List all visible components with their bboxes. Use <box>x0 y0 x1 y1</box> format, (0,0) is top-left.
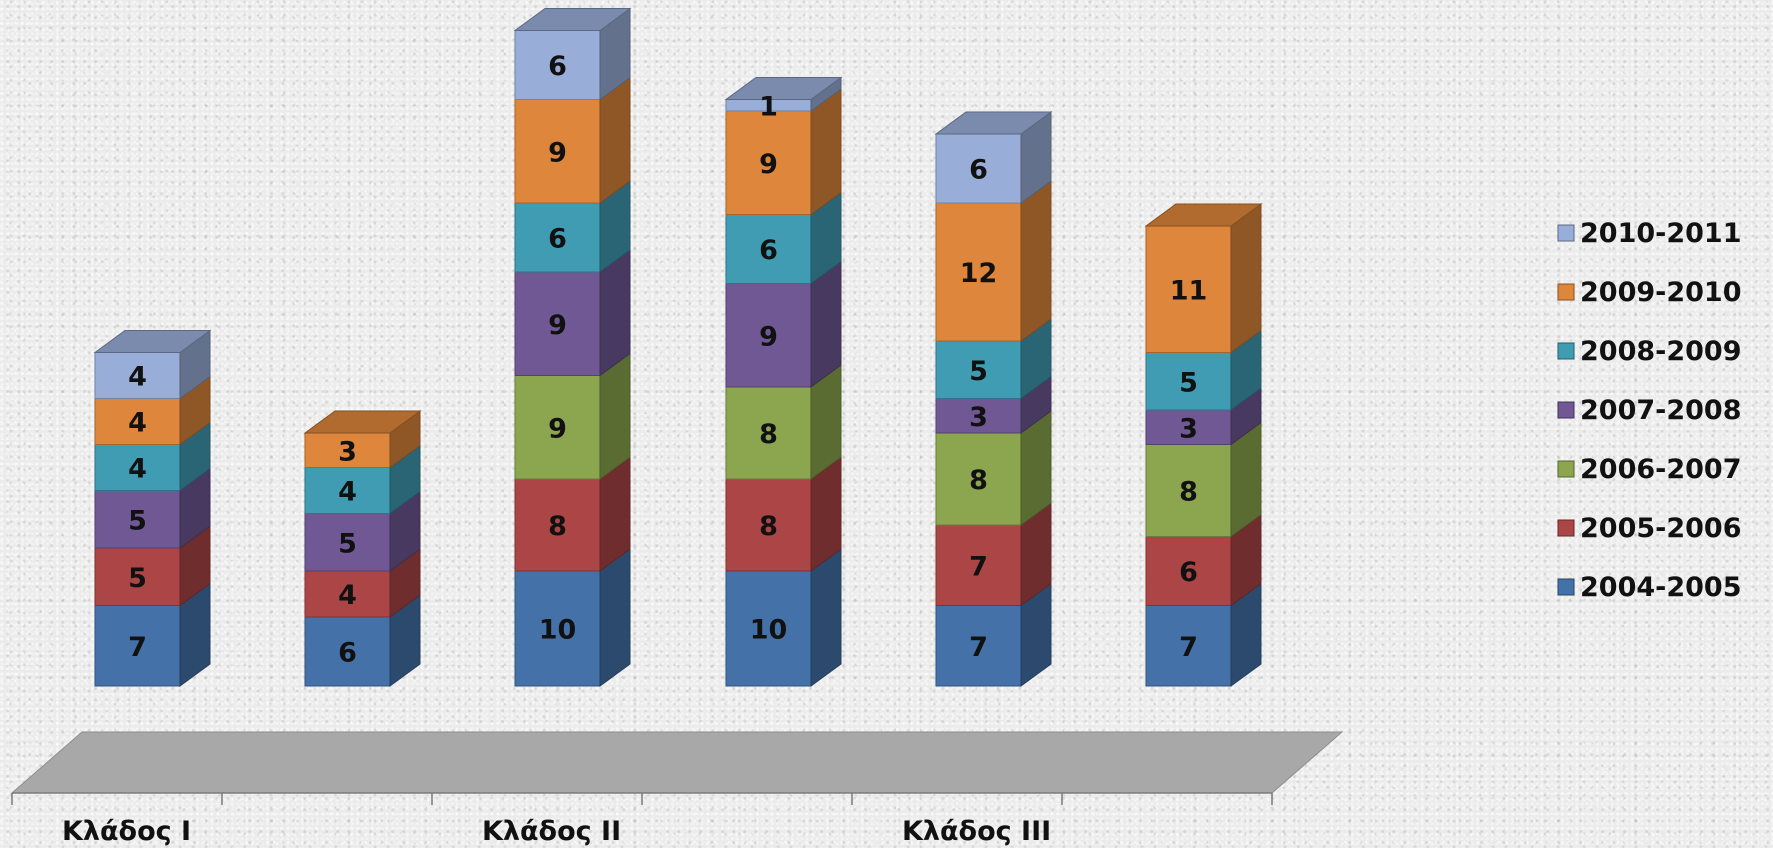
data-label: 8 <box>759 511 778 542</box>
bar-segment-2008-2009-bar-5: 5 <box>935 318 1052 400</box>
bar-segment-2006-2007-bar-3: 9 <box>514 352 631 480</box>
chart-floor <box>10 731 1344 794</box>
data-label: 4 <box>128 454 147 485</box>
bar-segment-2007-2008-bar-5: 3 <box>935 375 1052 434</box>
bar-segment-2010-2011-bar-4: 1 <box>724 76 843 122</box>
data-label: 3 <box>1179 413 1198 444</box>
bar-segment-2009-2010-bar-4: 9 <box>725 88 842 216</box>
data-label: 6 <box>1179 557 1198 588</box>
bar-segment-2010-2011-bar-5: 6 <box>934 111 1053 204</box>
data-label: 9 <box>548 413 567 444</box>
chart-legend: 2010-2011 2009-2010 2008-2009 2007-2008 2006… <box>1557 218 1742 603</box>
data-label: 6 <box>548 51 567 82</box>
category-axis: Κλάδος Ι Κλάδος ΙΙ Κλάδος ΙΙΙ <box>11 792 1273 847</box>
data-label: 6 <box>759 235 778 266</box>
data-label: 5 <box>128 563 147 594</box>
bar-segment-2004-2005-bar-2: 6 <box>304 594 421 687</box>
legend-label: 2006-2007 <box>1580 454 1742 485</box>
legend-swatch <box>1557 519 1575 537</box>
legend-label: 2008-2009 <box>1580 336 1742 367</box>
data-label: 6 <box>338 638 357 669</box>
legend-label: 2010-2011 <box>1580 218 1742 249</box>
bar-segment-2007-2008-bar-3: 9 <box>514 249 631 377</box>
bar-segment-2010-2011-bar-1: 4 <box>93 329 212 400</box>
data-label: 8 <box>759 419 778 450</box>
bar-segment-2006-2007-bar-6: 8 <box>1145 421 1262 538</box>
bar-segment-2008-2009-bar-4: 6 <box>725 191 842 285</box>
legend-label: 2007-2008 <box>1580 395 1742 426</box>
data-label: 3 <box>338 436 357 467</box>
legend-label: 2004-2005 <box>1580 572 1742 603</box>
data-label: 8 <box>969 465 988 496</box>
legend-item: 2009-2010 <box>1557 277 1742 308</box>
legend-item: 2010-2011 <box>1557 218 1742 249</box>
data-label: 4 <box>338 580 357 611</box>
legend-label: 2005-2006 <box>1580 513 1742 544</box>
data-label: 4 <box>338 477 357 508</box>
data-label: 7 <box>969 632 988 663</box>
data-label: 5 <box>1179 367 1198 398</box>
data-label: 4 <box>128 408 147 439</box>
data-label: 12 <box>960 258 998 289</box>
legend-swatch <box>1557 401 1575 419</box>
data-label: 4 <box>128 362 147 393</box>
legend-item: 2008-2009 <box>1557 336 1742 367</box>
bar-segment-2004-2005-bar-3: 10 <box>514 548 631 687</box>
bar-segment-2008-2009-bar-1: 4 <box>94 421 211 492</box>
bar-segment-2008-2009-bar-6: 5 <box>1145 329 1262 411</box>
data-label: 5 <box>969 356 988 387</box>
bar-segment-2005-2006-bar-3: 8 <box>514 456 631 572</box>
bar-segment-2005-2006-bar-6: 6 <box>1145 513 1262 607</box>
bar-segment-2005-2006-bar-2: 4 <box>304 548 421 618</box>
data-label: 5 <box>338 528 357 559</box>
bar-segment-2009-2010-bar-6: 11 <box>1144 203 1263 354</box>
bar-segment-2006-2007-bar-4: 8 <box>725 364 842 480</box>
bar-segment-2009-2010-bar-3: 9 <box>514 76 631 204</box>
legend-item: 2006-2007 <box>1557 454 1742 485</box>
bar-segment-2009-2010-bar-5: 12 <box>935 180 1052 342</box>
category-label: Κλάδος ΙΙΙ <box>902 816 1051 847</box>
bar-segment-2004-2005-bar-5: 7 <box>935 582 1052 687</box>
data-label: 7 <box>969 551 988 582</box>
category-label: Κλάδος Ι <box>62 816 191 847</box>
legend-item: 2007-2008 <box>1557 395 1742 426</box>
data-label: 1 <box>759 91 778 122</box>
data-label: 10 <box>539 615 577 646</box>
data-label: 3 <box>969 402 988 433</box>
legend-swatch <box>1557 342 1575 360</box>
bar-segment-2004-2005-bar-6: 7 <box>1145 582 1262 687</box>
data-label: 9 <box>759 321 778 352</box>
data-label: 11 <box>1170 275 1208 306</box>
bar-segment-2007-2008-bar-4: 9 <box>725 260 842 388</box>
data-label: 9 <box>759 149 778 180</box>
legend-swatch <box>1557 578 1575 596</box>
bar-segment-2009-2010-bar-2: 3 <box>303 410 422 469</box>
legend-label: 2009-2010 <box>1580 277 1742 308</box>
bar-segment-2010-2011-bar-3: 6 <box>513 7 632 101</box>
legend-swatch <box>1557 460 1575 478</box>
legend-item: 2005-2006 <box>1557 513 1742 544</box>
data-label: 9 <box>548 310 567 341</box>
data-label: 8 <box>1179 477 1198 508</box>
bar-segment-2004-2005-bar-1: 7 <box>94 582 211 687</box>
bar-segment-2005-2006-bar-5: 7 <box>935 502 1052 607</box>
data-label: 8 <box>548 511 567 542</box>
bar-segment-2007-2008-bar-1: 5 <box>94 467 211 549</box>
legend-swatch <box>1557 224 1575 242</box>
data-label: 6 <box>548 224 567 255</box>
bar-segment-2007-2008-bar-6: 3 <box>1145 387 1262 446</box>
data-label: 5 <box>128 505 147 536</box>
bar-segment-2004-2005-bar-4: 10 <box>725 548 842 687</box>
data-label: 10 <box>750 615 788 646</box>
data-label: 7 <box>128 632 147 663</box>
data-label: 7 <box>1179 632 1198 663</box>
data-label: 6 <box>969 155 988 186</box>
legend-item: 2004-2005 <box>1557 572 1742 603</box>
category-label: Κλάδος ΙΙ <box>482 816 621 847</box>
bars-layer: 7 5 5 4 4 4 6 4 5 4 3 10 8 9 9 6 9 6 10 8 8 9 6 9 1 7 7 8 3 5 12 6 7 6 8 3 5… <box>93 7 1263 687</box>
bar-segment-2006-2007-bar-5: 8 <box>935 410 1052 526</box>
data-label: 9 <box>548 137 567 168</box>
legend-swatch <box>1557 283 1575 301</box>
